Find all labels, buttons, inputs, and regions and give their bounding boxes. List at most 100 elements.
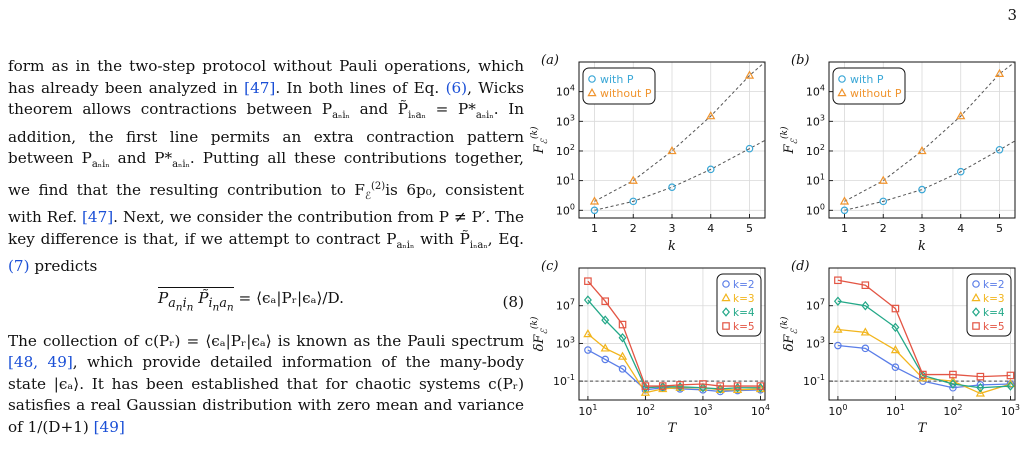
legend-label: k=3 bbox=[983, 293, 1005, 305]
legend-label: k=5 bbox=[733, 321, 755, 333]
body-text-column: form as in the two-step protocol without… bbox=[8, 56, 524, 438]
paragraph-2: The collection of c(Pᵣ) = ⟨ϵₐ|Pᵣ|ϵₐ⟩ is … bbox=[8, 331, 524, 439]
data-point bbox=[833, 324, 843, 333]
legend-label: with P bbox=[850, 73, 884, 86]
legend: k=2 k=3 k=4 k=5 bbox=[716, 273, 762, 337]
x-tick-label: 102 bbox=[636, 403, 655, 418]
text-run: . Next, we consider the contribution fro… bbox=[8, 208, 524, 248]
subscript: aₙiₙ bbox=[475, 110, 494, 122]
series-line bbox=[837, 279, 1011, 378]
axes-frame bbox=[828, 267, 1016, 401]
x-tick-label: 102 bbox=[943, 403, 962, 418]
legend-label: without P bbox=[600, 87, 652, 100]
legend-label: k=5 bbox=[983, 321, 1005, 333]
y-tick-label: 100 bbox=[806, 202, 825, 217]
legend-box bbox=[582, 67, 656, 105]
data-point bbox=[706, 111, 716, 120]
data-point bbox=[617, 351, 628, 360]
x-axis-label: k bbox=[918, 239, 926, 254]
text-run: and P* bbox=[109, 149, 173, 168]
x-tick-label: 103 bbox=[1001, 403, 1020, 418]
legend-marker bbox=[722, 280, 730, 288]
equation-lhs: Panin P̃inan bbox=[158, 286, 234, 314]
fit-line bbox=[594, 61, 766, 202]
data-point bbox=[861, 300, 870, 311]
data-point bbox=[861, 344, 870, 353]
panel-label: (a) bbox=[541, 53, 559, 68]
legend-marker bbox=[722, 307, 730, 317]
data-point bbox=[601, 297, 610, 306]
data-point bbox=[706, 165, 715, 174]
legend-marker bbox=[971, 292, 981, 302]
y-axis-label: δFℰ(k) bbox=[779, 316, 800, 351]
subscript: aₙiₙ bbox=[396, 239, 415, 251]
text-run: form as in the two-step protocol without… bbox=[8, 57, 524, 97]
y-tick-label: 10-1 bbox=[553, 373, 575, 388]
data-point bbox=[891, 363, 900, 372]
x-tick-label: 3 bbox=[669, 222, 676, 235]
data-point bbox=[833, 296, 842, 306]
x-tick-label: 4 bbox=[957, 222, 964, 235]
citation: (7) bbox=[8, 257, 30, 276]
legend-label: without P bbox=[850, 87, 902, 100]
data-point bbox=[975, 388, 985, 397]
data-point bbox=[878, 175, 888, 184]
citation: [47] bbox=[81, 208, 114, 227]
y-tick-label: 104 bbox=[556, 84, 575, 99]
legend-label: k=2 bbox=[983, 279, 1005, 291]
x-tick-label: 4 bbox=[707, 222, 714, 235]
data-point bbox=[641, 382, 650, 390]
data-point bbox=[583, 295, 592, 305]
data-point bbox=[861, 281, 870, 289]
panel-label: (d) bbox=[791, 259, 809, 274]
series-line bbox=[587, 280, 761, 387]
subscript: iₙaₙ bbox=[469, 239, 488, 251]
panel-a: (a) 1 2 3 4 5 100 101 102 103 104 k Fℰ(k) with Pwitho… bbox=[529, 53, 766, 254]
text-run: . In addition, the first line permits an… bbox=[8, 100, 525, 168]
text-run: , which provide detailed information of … bbox=[8, 353, 524, 436]
data-point bbox=[733, 382, 742, 390]
y-tick-label: 107 bbox=[556, 298, 575, 313]
series-line bbox=[587, 299, 761, 390]
data-point bbox=[956, 111, 966, 120]
y-tick-label: 10-1 bbox=[803, 373, 825, 388]
text-run: = P* bbox=[425, 100, 476, 118]
panel-label: (c) bbox=[541, 259, 558, 274]
data-point bbox=[744, 70, 755, 79]
citation: [49] bbox=[93, 417, 125, 436]
x-axis-label: k bbox=[668, 239, 676, 254]
x-axis-label: T bbox=[918, 421, 928, 436]
legend-label: k=4 bbox=[733, 307, 755, 319]
data-point bbox=[976, 372, 985, 381]
text-run: . Putting all these contributions togeth… bbox=[8, 149, 524, 199]
y-axis-label: Fℰ(k) bbox=[779, 126, 800, 154]
legend-marker bbox=[972, 280, 980, 288]
data-point bbox=[601, 315, 610, 325]
legend-label: k=4 bbox=[983, 307, 1005, 319]
y-tick-label: 102 bbox=[806, 143, 825, 158]
x-tick-label: 1 bbox=[841, 222, 848, 235]
data-point bbox=[628, 175, 638, 184]
data-point bbox=[618, 320, 627, 329]
panel-label: (b) bbox=[791, 53, 809, 68]
data-point bbox=[590, 206, 599, 215]
legend-marker bbox=[588, 75, 596, 83]
x-axis-label: T bbox=[668, 421, 678, 436]
data-point bbox=[667, 145, 677, 155]
y-tick-label: 107 bbox=[806, 298, 825, 313]
citation: (6) bbox=[445, 78, 468, 97]
x-tick-label: 103 bbox=[693, 403, 712, 418]
x-tick-label: 5 bbox=[746, 222, 753, 235]
fit-line bbox=[844, 140, 1016, 211]
data-point bbox=[917, 145, 927, 155]
data-point bbox=[994, 68, 1005, 78]
data-point bbox=[583, 328, 593, 338]
x-tick-label: 5 bbox=[996, 222, 1003, 235]
legend-box bbox=[966, 273, 1012, 337]
data-point bbox=[891, 322, 900, 333]
data-point bbox=[716, 382, 725, 390]
text-run: is 6p₀, consistent with Ref. bbox=[8, 180, 524, 227]
y-tick-label: 103 bbox=[806, 113, 825, 128]
